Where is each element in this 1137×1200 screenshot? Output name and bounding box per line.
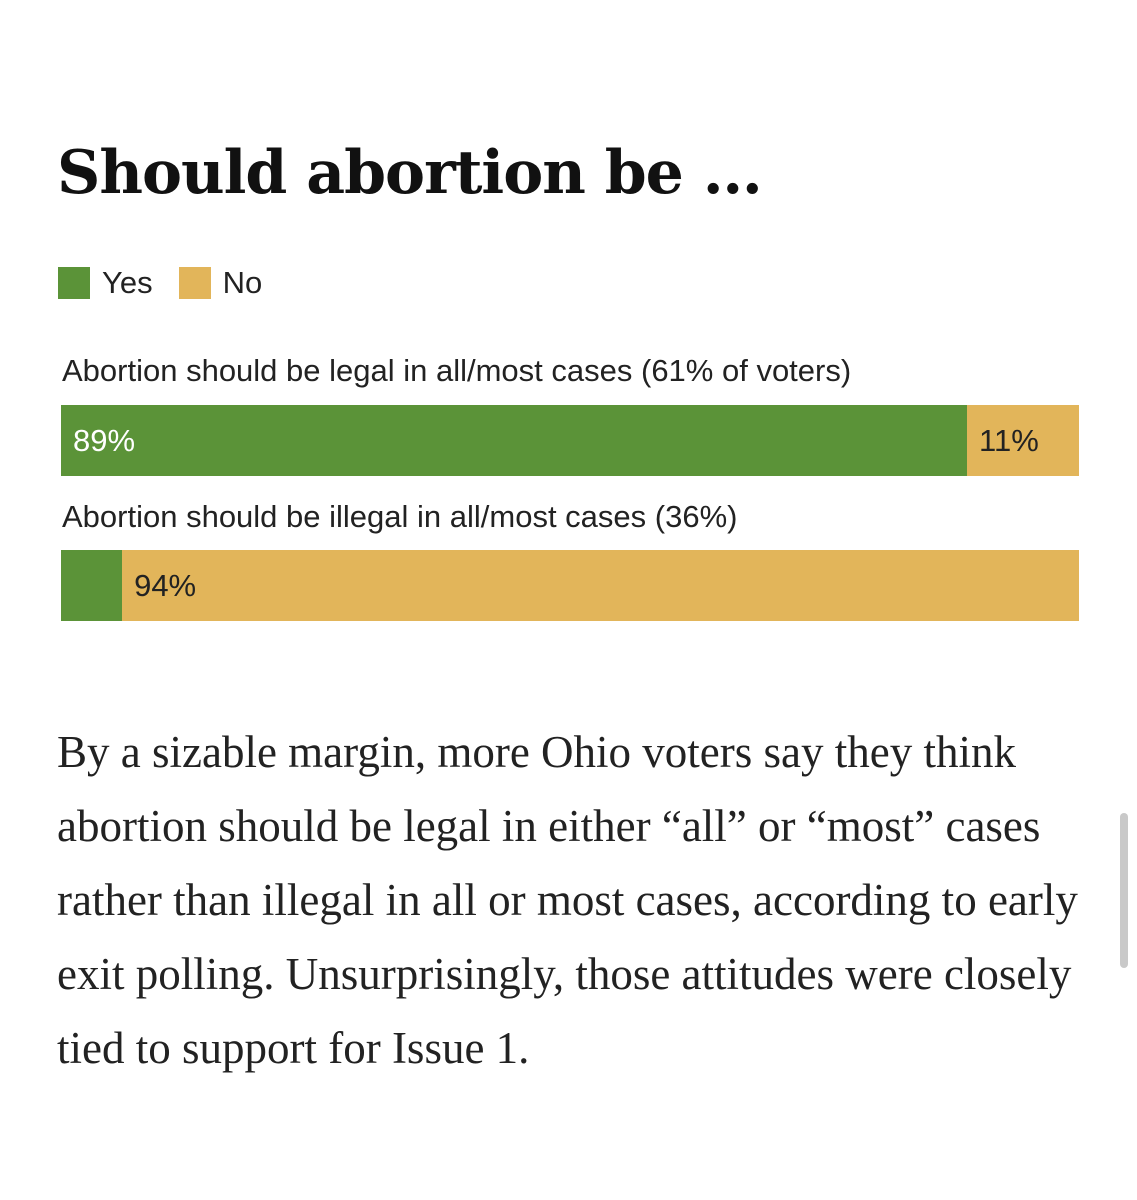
legend-item-yes: Yes xyxy=(58,265,153,301)
legend-item-no: No xyxy=(178,265,263,301)
bar-value-label-legal-no: 11% xyxy=(979,423,1039,458)
bar-row-label-legal: Abortion should be legal in all/most cas… xyxy=(62,353,852,388)
bar-segment-illegal-no xyxy=(122,550,1079,621)
chart-title: Should abortion be … xyxy=(57,138,763,208)
bar-row-legal: 89% 11% xyxy=(61,405,1079,476)
bar-segment-legal-yes xyxy=(61,405,968,476)
scrollbar[interactable] xyxy=(1120,813,1128,968)
legend-label-no: No xyxy=(222,265,263,300)
bar-segment-illegal-yes xyxy=(61,550,123,621)
bar-value-label-illegal-no: 94% xyxy=(134,568,197,603)
bar-row-illegal: 94% xyxy=(61,550,1079,621)
chart-legend: Yes No xyxy=(58,265,288,301)
legend-swatch-no xyxy=(178,267,211,299)
bar-row-label-illegal: Abortion should be illegal in all/most c… xyxy=(62,499,738,534)
article-paragraph: By a sizable margin, more Ohio voters sa… xyxy=(57,727,1078,1073)
legend-label-yes: Yes xyxy=(102,265,153,300)
bar-value-label-legal-yes: 89% xyxy=(73,423,136,458)
bar-segment-legal-no xyxy=(967,405,1079,476)
legend-swatch-yes xyxy=(58,267,90,299)
